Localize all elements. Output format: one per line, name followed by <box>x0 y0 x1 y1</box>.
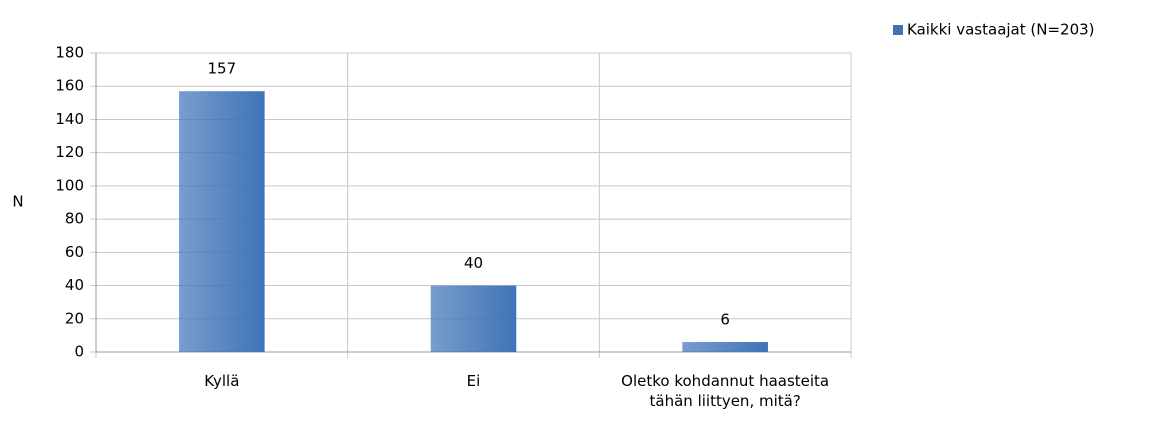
y-tick-label: 80 <box>65 210 84 228</box>
data-label: 157 <box>208 60 237 78</box>
y-tick-label: 0 <box>74 343 84 361</box>
bar <box>682 342 768 352</box>
y-axis-label: N <box>12 193 23 211</box>
x-tick-label: Oletko kohdannut haasteita tähän liittye… <box>621 372 830 410</box>
bar <box>430 285 517 352</box>
y-tick-label: 160 <box>55 77 84 95</box>
y-tick-label: 180 <box>55 44 84 62</box>
x-tick-label: Kyllä <box>204 372 240 390</box>
bar <box>179 91 265 352</box>
legend-label: Kaikki vastaajat (N=203) <box>907 21 1095 39</box>
y-tick-label: 20 <box>65 309 84 327</box>
y-tick-label: 60 <box>65 243 84 261</box>
data-label: 40 <box>464 254 483 272</box>
y-tick-label: 120 <box>55 143 84 161</box>
y-tick-label: 40 <box>65 276 84 294</box>
y-tick-label: 140 <box>55 110 84 128</box>
legend-swatch <box>893 25 903 35</box>
data-label: 6 <box>720 311 730 329</box>
x-tick-label: Ei <box>466 372 481 390</box>
y-tick-label: 100 <box>55 176 84 194</box>
